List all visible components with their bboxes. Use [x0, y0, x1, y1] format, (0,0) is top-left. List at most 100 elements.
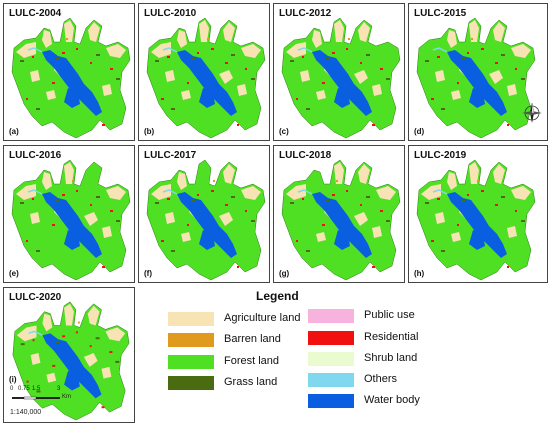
grass-land-patch [501, 196, 505, 198]
agriculture-patch [372, 84, 382, 96]
residential-patch [89, 345, 92, 348]
grass-land-patch [231, 54, 235, 56]
residential-patch [26, 380, 29, 383]
agriculture-patch [507, 84, 517, 96]
grass-land-patch [20, 343, 25, 346]
agriculture-patch [199, 20, 209, 42]
residential-patch [161, 98, 164, 100]
barren-land-patch [207, 38, 209, 40]
water-body [64, 88, 80, 108]
legend-label: Agriculture land [224, 312, 301, 324]
residential-patch [187, 224, 189, 226]
legend-swatch [168, 312, 214, 326]
water-body [312, 192, 372, 258]
agriculture-patch [42, 30, 52, 48]
scale-tick-0: 0 [10, 386, 14, 392]
agriculture-patch [165, 212, 175, 224]
scale-ratio: 1:140,000 [10, 409, 42, 416]
residential-patch [467, 52, 469, 54]
residential-patch [62, 52, 65, 54]
legend-label: Forest land [224, 355, 280, 367]
river-channel [297, 47, 313, 53]
river-channel [297, 189, 313, 195]
grass-land-patch [441, 108, 445, 110]
grass-land-patch [20, 202, 24, 204]
residential-patch [346, 48, 348, 50]
barren-land-patch [72, 180, 74, 182]
residential-patch [102, 266, 105, 268]
agriculture-patch [316, 232, 326, 242]
grass-land-patch [306, 108, 310, 110]
panel-title: LULC-2004 [9, 8, 62, 19]
water-body [177, 192, 237, 258]
agriculture-patch [42, 172, 52, 190]
lulc-map-2004 [11, 17, 131, 139]
agriculture-patch [451, 232, 461, 242]
barren-land-patch [336, 180, 338, 182]
water-body [199, 230, 215, 250]
residential-patch [507, 124, 509, 126]
grass-land-patch [56, 341, 61, 344]
grass-land-patch [36, 390, 41, 393]
map-panel-2010: LULC-2010 (b) [138, 3, 270, 141]
river-channel [162, 189, 178, 195]
agriculture-patch [354, 212, 368, 226]
residential-patch [515, 68, 517, 70]
agriculture-patch [435, 70, 445, 82]
map-layer [11, 17, 131, 139]
grass-land-patch [96, 196, 100, 198]
water-body [42, 333, 102, 399]
legend-title: Legend [256, 289, 299, 303]
agriculture-patch [46, 90, 56, 100]
agriculture-patch [469, 20, 479, 42]
agriculture-patch [106, 186, 126, 200]
agriculture-patch [286, 42, 306, 58]
residential-patch [380, 210, 383, 212]
residential-patch [437, 198, 440, 200]
map-panel-2012: LULC-2012 (c) [273, 3, 405, 141]
residential-patch [332, 52, 335, 54]
agriculture-patch [101, 366, 112, 379]
residential-patch [52, 224, 55, 226]
panel-letter: (b) [144, 127, 155, 136]
residential-patch [332, 194, 335, 196]
grass-land-patch [36, 250, 40, 252]
barren-land-patch [66, 38, 68, 40]
legend-label: Residential [364, 331, 419, 343]
residential-patch [467, 194, 469, 196]
residential-patch [101, 406, 105, 409]
map-panel-2004: LULC-2004 (a) [3, 3, 135, 141]
grass-land-patch [326, 58, 330, 60]
agriculture-patch [435, 212, 445, 224]
agriculture-patch [30, 353, 41, 365]
agriculture-patch [511, 186, 531, 200]
map-layer [416, 159, 536, 281]
grass-land-patch [155, 202, 159, 204]
agriculture-patch [312, 30, 322, 48]
agriculture-patch [316, 90, 326, 100]
residential-patch [237, 266, 239, 268]
grass-land-patch [191, 58, 195, 60]
lulc-map-2010 [146, 17, 266, 139]
legend-swatch [168, 376, 214, 390]
residential-patch [372, 266, 375, 268]
water-body [177, 50, 237, 116]
panel-title: LULC-2020 [9, 292, 62, 303]
residential-patch [245, 210, 247, 212]
scale-unit: Km [62, 394, 71, 400]
grass-land-patch [441, 250, 445, 252]
residential-patch [76, 48, 78, 50]
agriculture-patch [493, 22, 505, 42]
lulc-map-2019 [416, 159, 536, 281]
agriculture-patch [300, 70, 310, 82]
residential-patch [225, 62, 228, 64]
legend-label: Grass land [224, 376, 278, 388]
map-layer [146, 17, 266, 139]
residential-patch [296, 98, 298, 100]
grass-land-patch [366, 196, 370, 198]
residential-patch [225, 204, 228, 206]
residential-patch [380, 68, 383, 70]
panel-letter: (i) [9, 375, 17, 384]
grass-land-patch [231, 196, 235, 198]
grass-land-patch [521, 78, 525, 80]
